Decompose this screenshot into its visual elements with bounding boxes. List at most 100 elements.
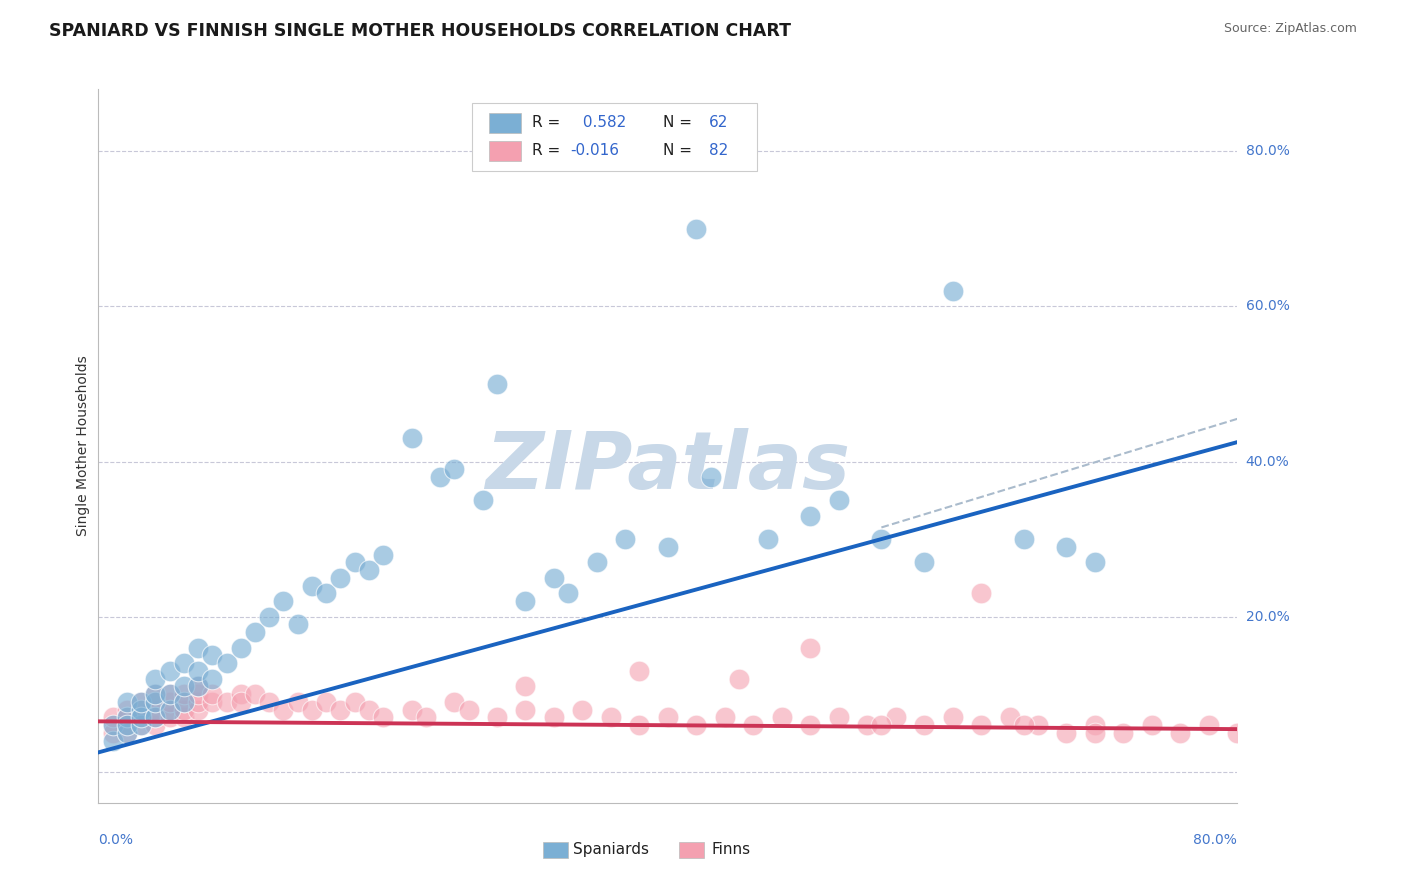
Point [543,571,565,585]
Point [628,664,651,678]
Point [343,695,366,709]
Point [329,703,352,717]
Point [600,710,623,724]
Point [685,718,707,732]
Point [145,687,167,701]
Point [1226,726,1249,740]
Point [1012,718,1035,732]
Point [970,718,993,732]
Point [187,680,209,694]
Text: SPANIARD VS FINNISH SINGLE MOTHER HOUSEHOLDS CORRELATION CHART: SPANIARD VS FINNISH SINGLE MOTHER HOUSEH… [49,22,792,40]
Point [129,703,152,717]
Point [799,718,821,732]
Point [515,680,537,694]
Bar [679,842,704,858]
Point [1112,726,1135,740]
Point [129,703,152,717]
Text: Spaniards: Spaniards [574,842,650,856]
Point [173,680,195,694]
Point [287,617,309,632]
Point [145,672,167,686]
Bar [543,842,568,858]
Point [1084,555,1107,569]
Text: 62: 62 [709,114,728,129]
Point [159,703,181,717]
Point [287,695,309,709]
Text: 0.582: 0.582 [578,114,626,129]
Point [115,726,138,740]
Point [1084,718,1107,732]
FancyBboxPatch shape [472,103,756,171]
Point [229,640,252,655]
Point [159,687,181,701]
Point [315,695,337,709]
Point [415,710,437,724]
Point [273,594,295,608]
Point [187,680,209,694]
Point [357,703,380,717]
Point [145,710,167,724]
Point [145,695,167,709]
Point [201,687,224,701]
Point [187,703,209,717]
Point [173,656,195,670]
Point [129,710,152,724]
Point [115,718,138,732]
Point [173,695,195,709]
Point [145,703,167,717]
Point [115,703,138,717]
Point [471,493,494,508]
Point [145,718,167,732]
Point [215,656,238,670]
Point [557,586,579,600]
Text: N =: N = [664,114,697,129]
Point [828,493,851,508]
Text: 80.0%: 80.0% [1246,145,1289,158]
Point [912,555,935,569]
Point [1056,726,1078,740]
Point [187,687,209,701]
Point [457,703,479,717]
Point [129,695,152,709]
Point [1140,718,1163,732]
Point [201,672,224,686]
Point [628,718,651,732]
Text: 40.0%: 40.0% [1246,455,1289,468]
Point [401,431,423,445]
Point [1084,726,1107,740]
Point [443,695,465,709]
Point [173,695,195,709]
Point [486,376,509,391]
Point [159,710,181,724]
Text: 82: 82 [709,143,728,158]
Point [129,718,152,732]
Point [401,703,423,717]
Point [657,540,679,554]
Point [301,703,323,717]
Point [357,563,380,577]
Point [571,703,593,717]
Point [1026,718,1049,732]
Text: R =: R = [533,114,565,129]
Text: 60.0%: 60.0% [1246,300,1289,313]
Point [828,710,851,724]
Point [1170,726,1192,740]
Point [101,710,124,724]
Point [443,462,465,476]
Text: ZIPatlas: ZIPatlas [485,428,851,507]
Point [728,672,751,686]
Point [543,710,565,724]
Point [159,687,181,701]
Point [970,586,993,600]
Point [870,718,893,732]
Point [145,687,167,701]
Point [145,695,167,709]
Point [486,710,509,724]
Point [856,718,879,732]
Bar [489,141,522,161]
Point [229,687,252,701]
Point [173,687,195,701]
Point [215,695,238,709]
Point [115,726,138,740]
Point [1056,540,1078,554]
